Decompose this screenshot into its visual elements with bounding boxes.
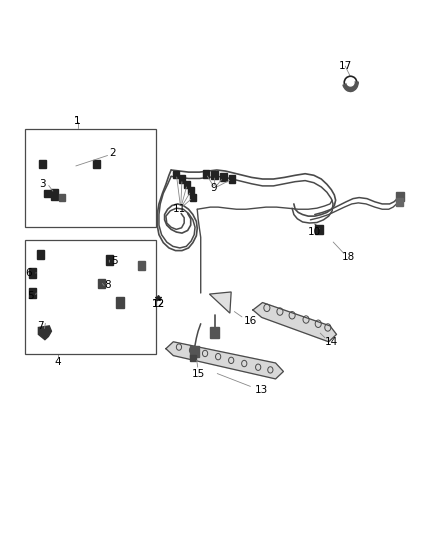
Bar — [212, 171, 218, 179]
Text: 16: 16 — [244, 316, 257, 326]
Bar — [29, 268, 36, 278]
Bar — [45, 190, 50, 197]
Polygon shape — [253, 303, 336, 342]
Text: 14: 14 — [325, 337, 338, 347]
Bar — [396, 192, 404, 201]
Text: 5: 5 — [111, 256, 118, 266]
Bar — [229, 175, 235, 183]
Text: 6: 6 — [25, 268, 32, 278]
Text: 12: 12 — [152, 298, 165, 309]
Bar — [39, 160, 46, 168]
Bar — [106, 255, 113, 265]
Text: 11: 11 — [172, 204, 186, 214]
Wedge shape — [343, 82, 358, 92]
Bar — [138, 261, 145, 270]
Text: 1: 1 — [74, 116, 81, 126]
Text: 1: 1 — [74, 116, 81, 126]
Bar — [25, 240, 156, 354]
Bar — [220, 173, 226, 181]
Text: 18: 18 — [342, 252, 355, 262]
Text: 4: 4 — [55, 357, 61, 367]
Polygon shape — [209, 292, 231, 313]
Text: 3: 3 — [39, 179, 46, 189]
Bar — [173, 171, 180, 178]
Bar — [184, 181, 190, 188]
Text: 17: 17 — [339, 61, 352, 71]
Bar — [396, 198, 403, 206]
Bar — [203, 169, 209, 177]
Bar — [188, 187, 194, 195]
Bar — [50, 189, 58, 200]
Bar — [210, 327, 219, 338]
Bar — [37, 250, 44, 259]
Text: 13: 13 — [255, 384, 268, 394]
Text: 15: 15 — [191, 369, 205, 378]
Bar — [315, 224, 323, 234]
Bar — [29, 288, 36, 298]
Text: 7: 7 — [37, 321, 44, 331]
Polygon shape — [39, 326, 51, 340]
Text: 8: 8 — [105, 280, 111, 290]
Text: 12: 12 — [152, 298, 165, 309]
Text: 2: 2 — [109, 148, 116, 158]
Text: 9: 9 — [211, 183, 217, 193]
Bar — [116, 297, 124, 308]
Bar — [179, 175, 185, 183]
Bar — [98, 279, 106, 288]
Bar — [190, 345, 198, 357]
Bar — [93, 160, 100, 168]
Text: 5: 5 — [27, 290, 34, 301]
Text: 10: 10 — [307, 227, 321, 237]
Bar — [190, 194, 196, 201]
Bar — [59, 194, 65, 201]
Polygon shape — [166, 342, 283, 379]
Bar — [25, 128, 156, 227]
